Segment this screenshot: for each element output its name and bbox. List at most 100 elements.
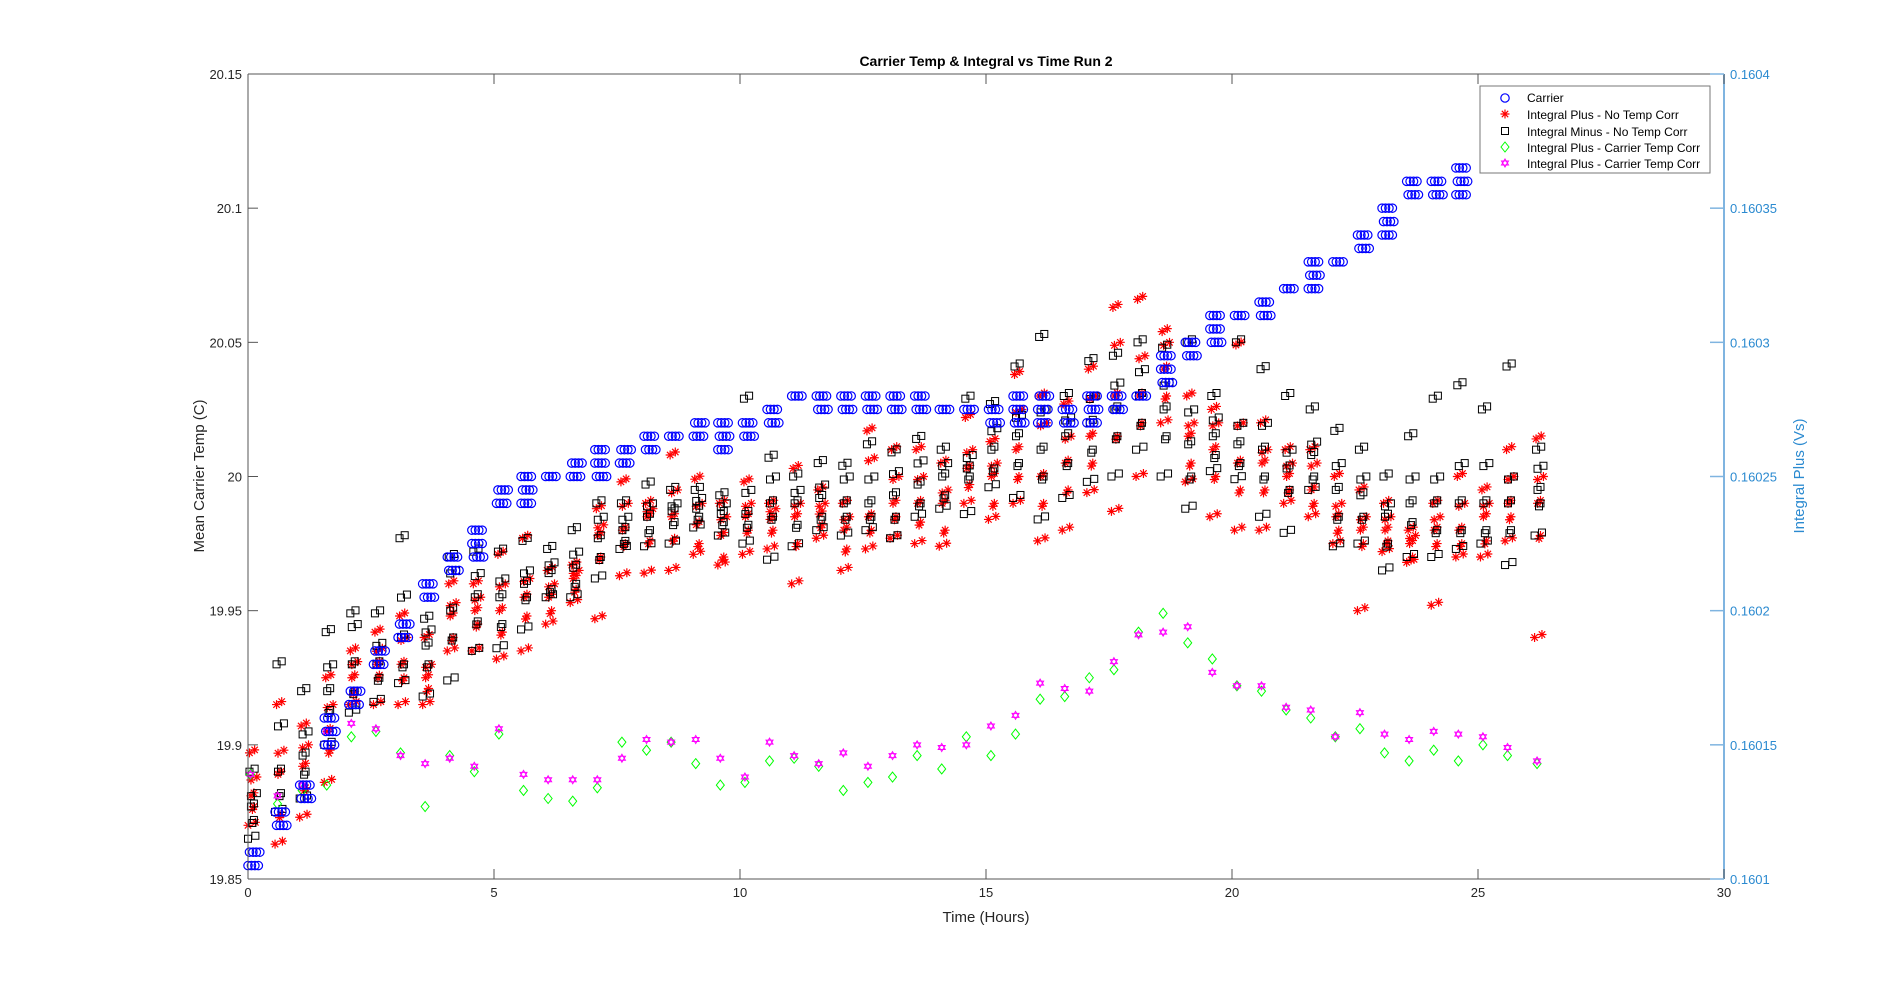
data-point [916,442,926,452]
data-point [986,461,996,471]
data-point [768,496,777,505]
data-point [1212,509,1222,519]
data-point [324,748,334,758]
data-point [1454,462,1463,471]
data-point [1017,404,1027,414]
data-point [493,485,503,495]
data-point [940,525,950,535]
data-point [1257,297,1268,307]
tick-labels: 0 5 10 15 20 25 30 19.85 19.9 19.95 20 20.05 20.1 20.… [209,67,1777,900]
data-point [1303,257,1314,267]
data-point [442,646,452,656]
data-point [885,391,895,401]
data-point [1013,462,1022,471]
data-point [1012,475,1022,484]
data-point [962,448,972,458]
data-point [670,447,680,457]
data-point [688,549,698,559]
data-point [740,772,750,783]
data-point [1090,404,1101,415]
data-point [1041,512,1050,521]
data-point [986,749,996,762]
data-point [1382,216,1392,227]
data-point [622,496,631,505]
data-point [350,670,360,680]
data-point [592,774,602,785]
series-diamond [245,607,1542,813]
data-point [983,514,993,524]
data-point [376,697,386,707]
data-point [1036,404,1046,415]
data-point [1036,418,1046,428]
data-point [405,619,415,629]
data-point [715,753,725,764]
chart-title: Carrier Temp & Integral vs Time Run 2 [859,53,1112,69]
data-point [1429,744,1439,757]
data-point [566,458,577,468]
data-point [1434,550,1443,558]
data-point [648,504,658,514]
data-point [255,847,265,857]
data-point [916,391,927,401]
series-hexagram [246,621,1542,801]
data-point [1114,469,1123,478]
data-point [1382,542,1391,551]
data-point [696,418,707,428]
data-point [1483,402,1492,411]
data-point [299,793,310,804]
data-point [1308,475,1317,484]
data-point [1308,270,1318,281]
data-point [1254,525,1264,535]
data-point [496,623,505,632]
data-point [1427,553,1436,561]
data-point [1014,429,1023,438]
data-point [429,592,440,603]
data-point [1278,283,1289,294]
data-point [443,676,452,685]
data-point [475,552,486,562]
legend-entry-minus-no-corr: Integral Minus - No Temp Corr [1527,125,1688,139]
data-point [1405,534,1415,544]
data-point [670,504,679,513]
data-point [1360,603,1370,613]
data-point [940,495,950,505]
data-point [1481,536,1491,546]
data-point [1505,529,1514,538]
data-point [619,539,628,548]
data-point [1333,515,1342,524]
data-point [1409,554,1419,564]
legend-square-icon [1501,127,1509,135]
data-point [570,458,580,468]
data-point [393,632,403,643]
data-point [644,444,654,455]
data-point [1205,310,1215,321]
data-point [714,431,725,442]
data-point [347,699,358,710]
data-point [1087,448,1096,457]
y-tick-label: 20.05 [209,335,242,350]
data-point [888,391,899,401]
data-point [1306,461,1316,471]
data-point [620,522,630,532]
data-point [518,533,528,543]
data-point [571,570,581,580]
data-point [1482,482,1492,492]
data-point [1088,458,1098,468]
data-point [1190,337,1201,348]
data-point [934,404,945,415]
series-square [244,329,1548,843]
data-point [593,458,604,468]
data-point [892,391,902,401]
data-point [1018,404,1029,415]
data-point [1181,504,1190,513]
data-point [400,697,410,707]
data-point [921,404,932,415]
data-point [995,418,1006,428]
data-point [568,774,578,785]
data-point [396,750,405,761]
data-point [1114,503,1124,513]
data-point [470,538,481,549]
data-point [812,404,823,415]
data-point [1431,529,1440,538]
data-point [1262,310,1273,321]
